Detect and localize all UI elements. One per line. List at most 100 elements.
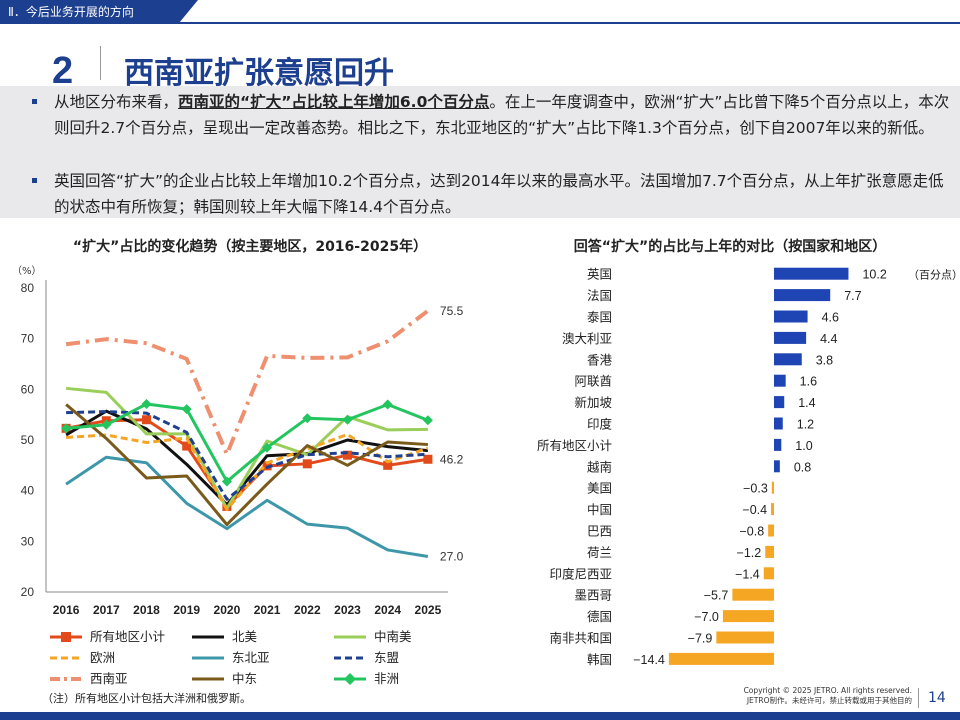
data-point — [302, 459, 312, 469]
end-value-label: 27.0 — [440, 550, 464, 564]
bar — [771, 481, 774, 494]
value-label: −0.8 — [739, 525, 764, 539]
category-label: 阿联酋 — [574, 374, 612, 389]
bar — [722, 610, 774, 623]
data-point — [342, 414, 353, 425]
bar — [774, 396, 785, 409]
bar — [763, 567, 774, 580]
x-tick-label: 2022 — [294, 603, 321, 617]
bar — [668, 652, 774, 665]
legend-label: 中东 — [232, 671, 258, 686]
data-point — [423, 454, 433, 464]
bar — [774, 374, 786, 387]
data-point — [383, 460, 393, 470]
series-line — [65, 309, 430, 457]
category-label: 中国 — [587, 502, 612, 517]
line-chart-legend: 所有地区小计 北美 中南美 欧洲 东北亚 东盟 西南亚 中东 非洲 — [48, 628, 468, 688]
bar — [774, 331, 807, 344]
unit-label: （百分点） — [908, 269, 960, 282]
value-label: 10.2 — [862, 268, 886, 282]
legend-item-europe: 欧洲 — [48, 649, 115, 667]
end-value-label: 46.2 — [440, 452, 464, 466]
value-label: 3.8 — [816, 353, 833, 367]
value-label: −0.4 — [742, 503, 767, 517]
series-line — [65, 386, 428, 510]
category-label: 南非共和国 — [549, 631, 612, 646]
end-value-label: 75.5 — [440, 304, 464, 318]
value-label: −0.3 — [743, 482, 768, 496]
bar — [774, 353, 802, 366]
value-label: −1.4 — [735, 567, 760, 581]
bar — [774, 310, 808, 323]
category-label: 韩国 — [587, 652, 612, 667]
category-label: 泰国 — [587, 311, 612, 325]
legend-label: 中南美 — [374, 629, 412, 644]
category-label: 所有地区小计 — [537, 439, 612, 453]
data-point — [181, 404, 192, 415]
bar — [774, 289, 831, 302]
data-point — [382, 399, 393, 410]
data-point — [422, 415, 433, 426]
header-rule — [0, 22, 960, 24]
series-line — [66, 432, 429, 511]
x-tick-label: 2018 — [133, 603, 160, 617]
legend-item-middle-east: 中东 — [190, 670, 257, 688]
footnote: （注）所有地区小计包括大洋洲和俄罗斯。 — [42, 692, 251, 705]
x-tick-label: 2023 — [334, 603, 361, 617]
bar — [732, 588, 774, 601]
x-tick-label: 2016 — [53, 603, 80, 617]
copyright-line-2: JETRO制作。未经许可，禁止转载或用于其他目的 — [746, 696, 912, 705]
line-chart-title: “扩大”占比的变化趋势（按主要地区，2016-2025年） — [72, 239, 428, 255]
value-label: −1.2 — [737, 546, 762, 560]
value-label: 4.6 — [822, 311, 839, 325]
data-point — [343, 450, 352, 460]
category-label: 法国 — [587, 289, 612, 303]
category-label: 越南 — [587, 459, 612, 474]
data-point — [262, 442, 273, 453]
category-label: 美国 — [587, 482, 612, 496]
category-label: 澳大利亚 — [562, 332, 612, 346]
y-tick-label: 60 — [21, 382, 35, 396]
data-point — [141, 399, 152, 410]
line-chart: 20 30 40 50 60 70 80 2016 2017 2018 2019 2020 2021 20… — [21, 280, 464, 617]
value-label: −7.0 — [694, 610, 719, 624]
copyright: Copyright © 2025 JETRO. All rights reser… — [700, 686, 912, 706]
value-label: −5.7 — [704, 589, 729, 603]
bar-chart: 英国 10.2 法国 7.7 泰国 4.6 澳大利亚 4.4 香港 3.8 阿联酋 1.6 新加坡 1.4… — [537, 267, 960, 667]
value-label: 7.7 — [844, 289, 861, 303]
x-tick-label: 2019 — [173, 603, 200, 617]
x-tick-label: 2025 — [415, 603, 442, 617]
legend-label: 东盟 — [374, 650, 400, 665]
value-label: 1.0 — [795, 439, 812, 453]
legend-item-all-regions: 所有地区小计 — [48, 628, 165, 646]
footer-divider — [918, 688, 919, 708]
data-point — [221, 476, 232, 487]
bar — [774, 438, 782, 451]
y-tick-label: 40 — [21, 484, 35, 498]
legend-label: 西南亚 — [90, 671, 128, 686]
bullet-icon — [32, 99, 37, 104]
footer-bar — [0, 712, 960, 720]
y-tick-label: 80 — [21, 281, 35, 295]
category-label: 新加坡 — [574, 395, 612, 410]
title-divider — [100, 46, 101, 80]
section-tab: Ⅱ．今后业务开展的方向 — [0, 0, 198, 24]
summary-paragraph-2: 英国回答“扩大”的企业占比较上年增加10.2个百分点，达到2014年以来的最高水… — [54, 172, 944, 216]
category-label: 英国 — [587, 268, 612, 282]
legend-label: 北美 — [232, 629, 258, 644]
y-tick-label: 70 — [21, 332, 35, 346]
legend-label: 欧洲 — [90, 650, 116, 665]
legend-item-africa: 非洲 — [332, 670, 399, 688]
bar — [771, 503, 774, 516]
legend-item-northeast-asia: 东北亚 — [190, 649, 270, 667]
summary-box: 从地区分布来看，西南亚的“扩大”占比较上年增加6.0个百分点。在上一年度调查中，… — [0, 86, 960, 218]
legend-label: 东北亚 — [232, 650, 270, 665]
summary-paragraph-1: 从地区分布来看，西南亚的“扩大”占比较上年增加6.0个百分点。在上一年度调查中，… — [54, 89, 954, 141]
bar — [716, 631, 774, 644]
value-label: 4.4 — [820, 332, 837, 346]
section-number: 2 — [52, 50, 74, 92]
legend-item-asean: 东盟 — [332, 649, 399, 667]
bar-chart-title: 回答“扩大”的占比与上年的对比（按国家和地区） — [573, 239, 887, 255]
data-point — [182, 441, 192, 451]
p1-rest: 。在上一年度调查中，欧洲“扩大”占比曾下降5个百分点以上，本次则回升2.7个百分… — [54, 93, 950, 137]
